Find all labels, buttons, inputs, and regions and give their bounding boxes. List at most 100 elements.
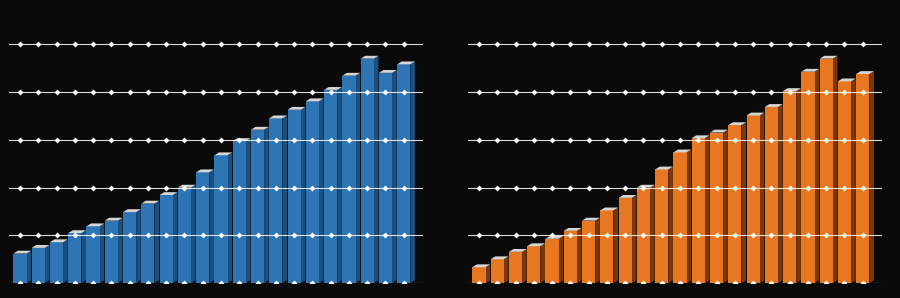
Polygon shape [778,104,783,283]
Polygon shape [728,122,746,125]
Polygon shape [692,138,705,283]
Polygon shape [563,231,577,283]
Polygon shape [104,218,122,221]
Polygon shape [397,61,415,64]
Polygon shape [472,264,490,267]
Polygon shape [563,228,581,231]
Polygon shape [45,245,50,283]
Polygon shape [397,64,410,283]
Polygon shape [582,221,595,283]
Polygon shape [361,56,378,59]
Polygon shape [32,248,45,283]
Polygon shape [379,70,397,73]
Polygon shape [796,88,801,283]
Polygon shape [705,135,709,283]
Polygon shape [508,252,522,283]
Polygon shape [141,201,159,204]
Polygon shape [136,209,140,283]
Polygon shape [869,71,874,283]
Polygon shape [246,138,250,283]
Polygon shape [618,195,636,198]
Polygon shape [269,115,287,118]
Polygon shape [728,125,742,283]
Polygon shape [838,78,856,81]
Polygon shape [306,101,319,283]
Polygon shape [851,78,856,283]
Polygon shape [545,236,563,239]
Polygon shape [618,198,632,283]
Polygon shape [14,251,32,254]
Polygon shape [559,236,563,283]
Polygon shape [68,230,86,233]
Polygon shape [306,98,324,101]
Polygon shape [287,107,305,110]
Polygon shape [379,73,392,283]
Polygon shape [26,251,32,283]
Polygon shape [820,59,832,283]
Polygon shape [614,207,618,283]
Polygon shape [264,127,269,283]
Polygon shape [673,152,687,283]
Polygon shape [783,88,801,91]
Polygon shape [472,267,485,283]
Polygon shape [63,239,68,283]
Polygon shape [669,167,673,283]
Polygon shape [801,69,819,72]
Polygon shape [155,201,159,283]
Polygon shape [14,254,26,283]
Polygon shape [673,150,691,152]
Polygon shape [324,90,338,283]
Polygon shape [68,233,81,283]
Polygon shape [687,150,691,283]
Polygon shape [856,71,874,74]
Polygon shape [324,87,342,90]
Polygon shape [178,185,195,188]
Polygon shape [301,107,305,283]
Polygon shape [723,130,728,283]
Polygon shape [159,195,173,283]
Polygon shape [269,118,283,283]
Polygon shape [692,135,709,138]
Polygon shape [582,218,599,221]
Polygon shape [32,245,50,248]
Polygon shape [342,76,356,283]
Polygon shape [540,243,545,283]
Polygon shape [228,152,232,283]
Polygon shape [214,152,232,155]
Polygon shape [491,259,504,283]
Polygon shape [820,56,837,59]
Polygon shape [210,170,214,283]
Polygon shape [637,185,654,188]
Polygon shape [527,243,545,246]
Polygon shape [491,256,508,259]
Polygon shape [100,224,104,283]
Polygon shape [637,188,650,283]
Polygon shape [783,91,796,283]
Polygon shape [196,172,210,283]
Polygon shape [760,113,764,283]
Polygon shape [374,56,378,283]
Polygon shape [251,130,264,283]
Polygon shape [595,218,599,283]
Polygon shape [159,192,177,195]
Polygon shape [522,249,526,283]
Polygon shape [710,133,723,283]
Polygon shape [141,204,155,283]
Polygon shape [50,242,63,283]
Polygon shape [765,107,778,283]
Polygon shape [746,113,764,115]
Polygon shape [527,246,540,283]
Polygon shape [600,210,614,283]
Polygon shape [650,185,654,283]
Polygon shape [287,110,301,283]
Polygon shape [577,228,581,283]
Polygon shape [410,61,415,283]
Polygon shape [838,81,851,283]
Polygon shape [196,170,214,172]
Polygon shape [191,185,195,283]
Polygon shape [178,188,191,283]
Polygon shape [251,127,269,130]
Polygon shape [832,56,837,283]
Polygon shape [485,264,490,283]
Polygon shape [746,115,760,283]
